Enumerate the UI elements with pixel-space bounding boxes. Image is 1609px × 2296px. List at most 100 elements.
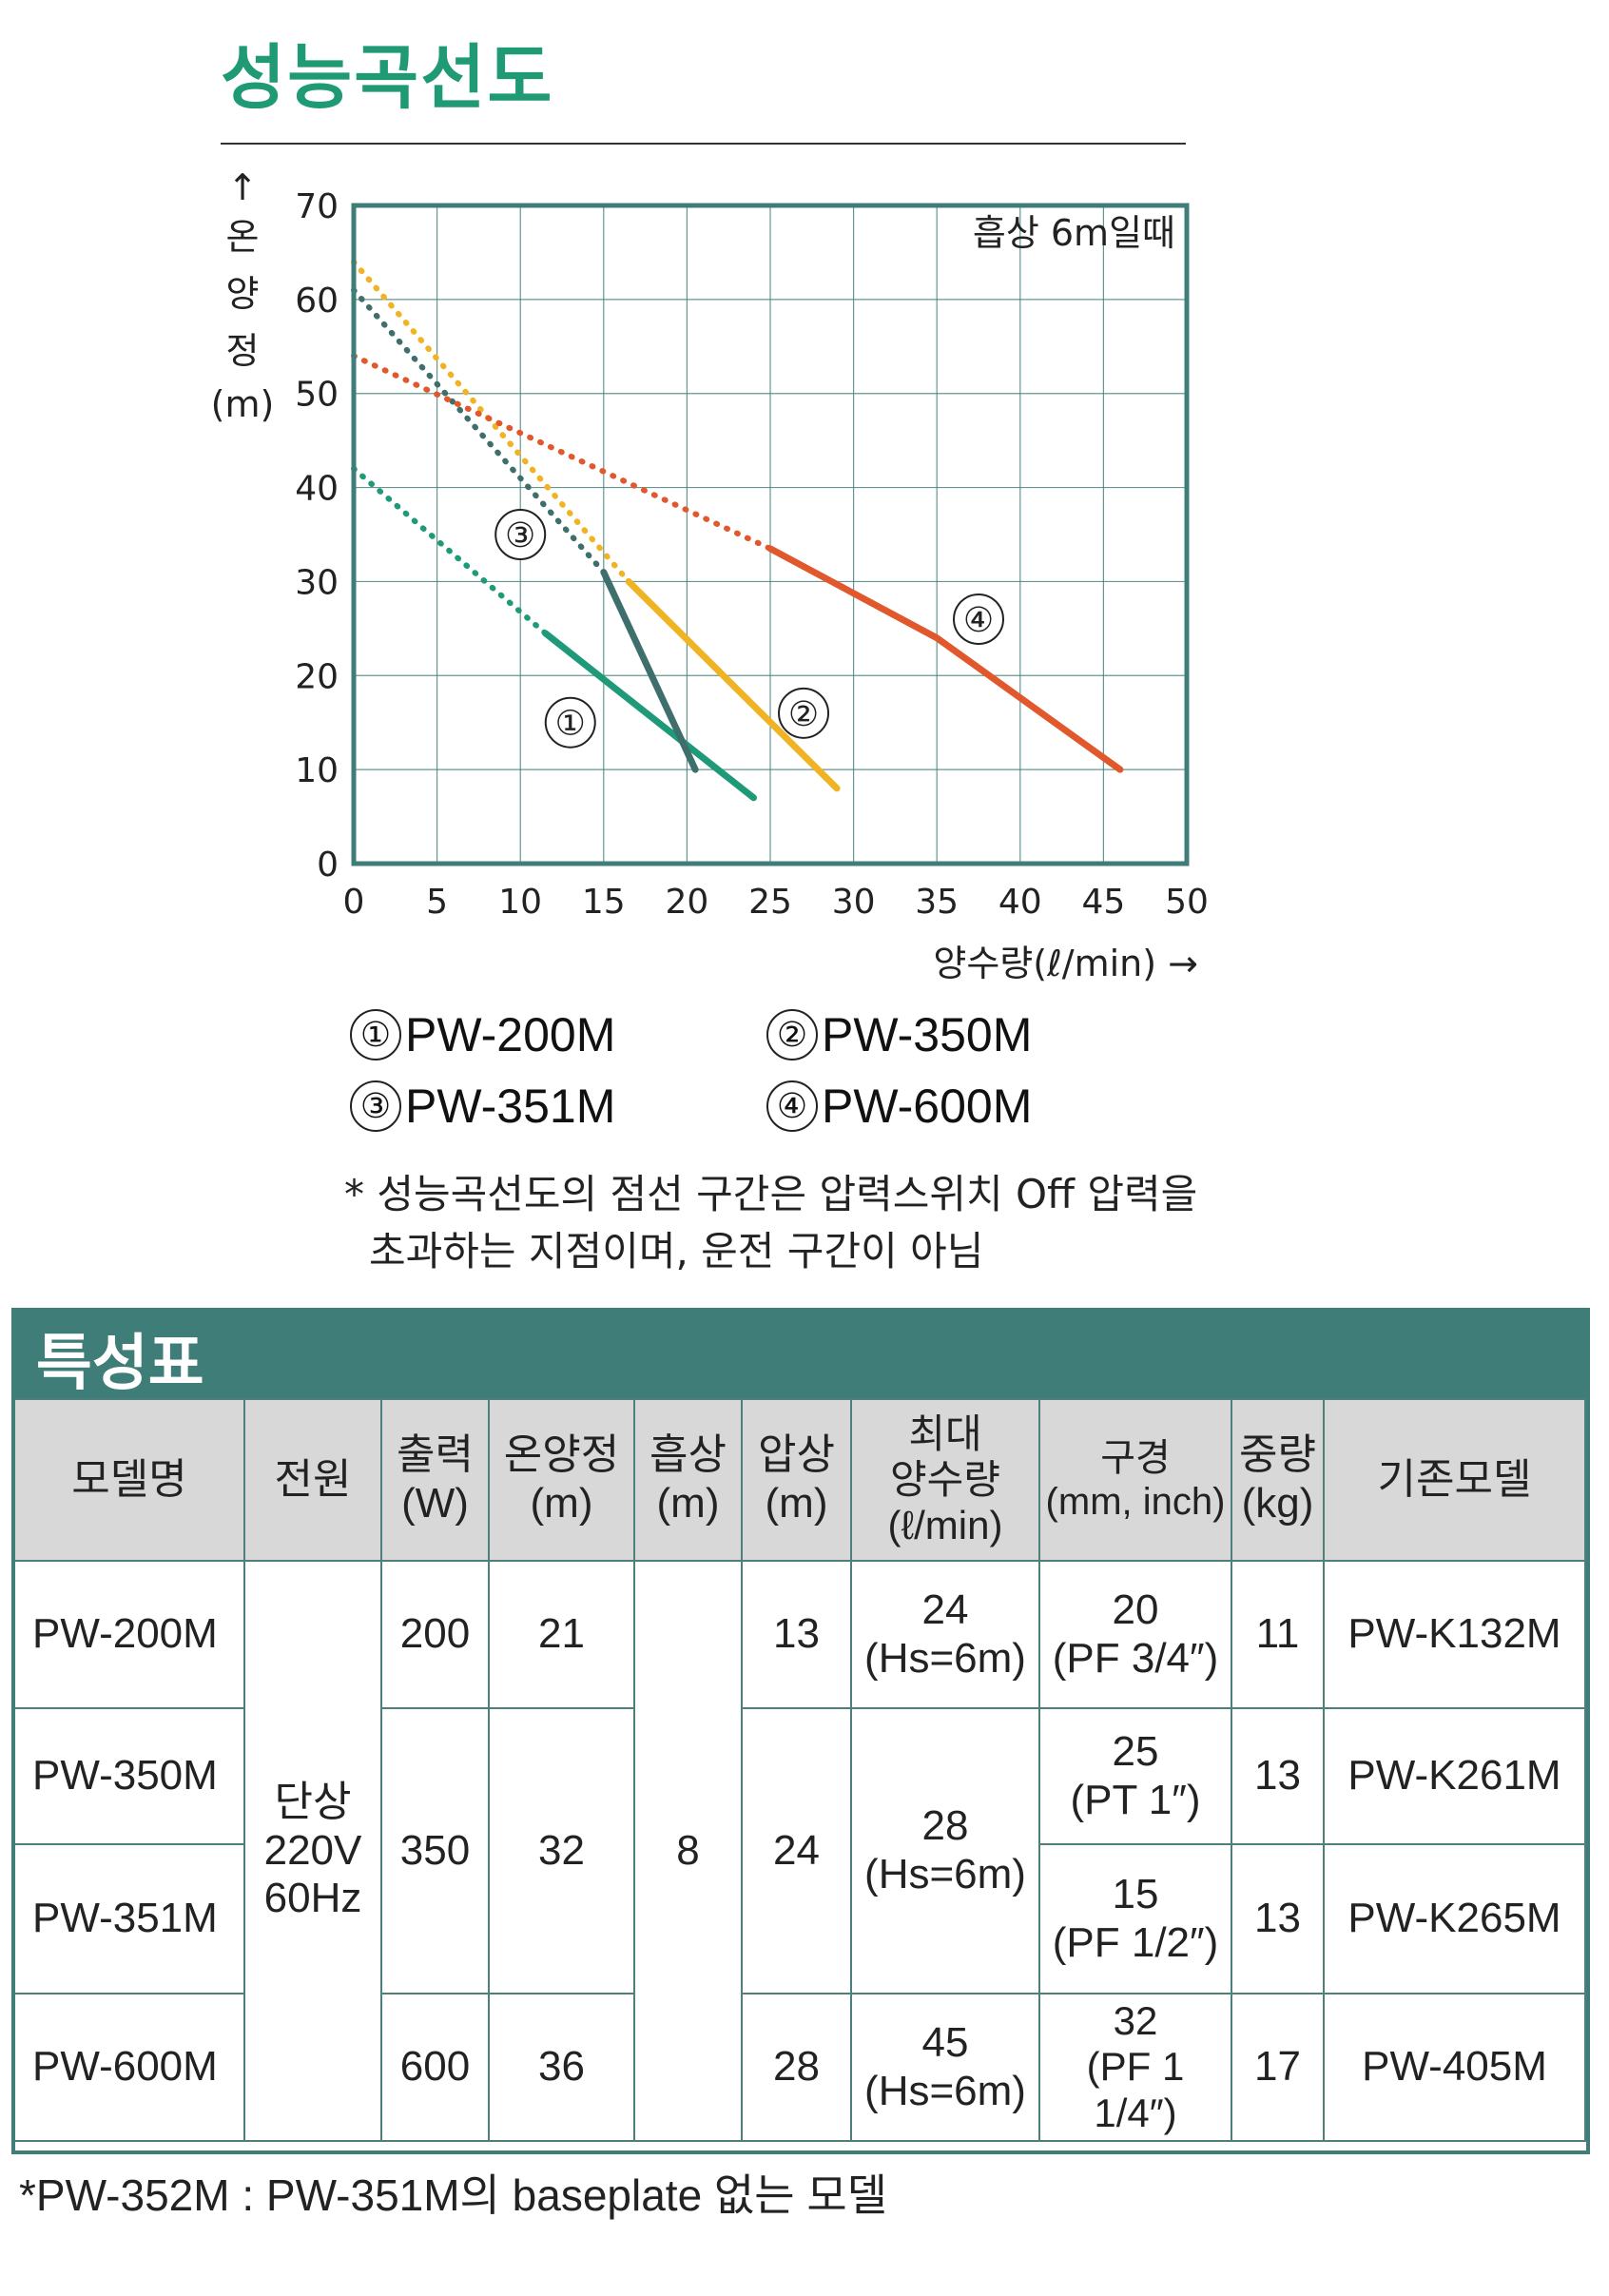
note-line: * 성능곡선도의 점선 구간은 압력스위치 Off 압력을: [344, 1171, 1198, 1217]
cell-old: PW-K261M: [1323, 1707, 1586, 1845]
table-row: PW-600M 600 36 28 45 (Hs=6m) 32 (PF 1 1/4″…: [13, 1993, 1586, 2142]
cell-weight: 17: [1231, 1993, 1325, 2142]
cell-old: PW-K265M: [1323, 1843, 1586, 1994]
note-line: 초과하는 지점이며, 운전 구간이 아님: [369, 1228, 984, 1274]
y-tick-label: 30: [295, 563, 339, 602]
series-marker-label: ①: [555, 705, 586, 744]
x-tick-label: 5: [426, 883, 448, 922]
cell-flow: 28 (Hs=6m): [850, 1707, 1040, 1994]
series-marker-circle: [544, 696, 596, 749]
x-tick-label: 40: [998, 883, 1042, 922]
chart-annotation: 흡상 6m일때: [973, 212, 1175, 254]
cell-model: PW-351M: [13, 1843, 245, 1994]
y-axis-label-char: 정: [226, 330, 260, 372]
legend-item-2: ② PW-350M: [766, 1003, 1032, 1062]
cell-weight: 13: [1231, 1843, 1325, 1994]
series-solid-line: [766, 545, 1124, 773]
spec-header-row: 모델명 전원 출력 (W) 온양정 (m) 흡상 (m) 압상 (m) 최대 양수량 (ℓ/…: [13, 1398, 1586, 1562]
header-press: 압상 (m): [741, 1398, 852, 1562]
cell-flow: 45 (Hs=6m): [850, 1993, 1040, 2142]
legend-label: PW-200M: [405, 1007, 616, 1061]
series-dotted-line: [351, 465, 549, 636]
cell-press: 28: [741, 1993, 852, 2142]
cell-head: 21: [488, 1560, 635, 1709]
series-marker-circle: [778, 687, 830, 739]
y-tick-label: 20: [295, 657, 339, 696]
series-solid-line: [625, 577, 841, 792]
x-tick-label: 15: [582, 883, 626, 922]
cell-weight: 13: [1231, 1707, 1325, 1845]
chart-ticks: 0 5 10 15 20 25 30 35 40 45 50 0 10 20 30 40 50 60 70: [295, 187, 1209, 922]
spec-header-bar: [11, 1308, 1586, 1398]
spec-title: 특성표: [36, 1329, 204, 1399]
legend-label: PW-351M: [405, 1079, 616, 1133]
x-tick-label: 50: [1165, 883, 1209, 922]
series-dotted-line: [351, 259, 632, 585]
series-marker-circle: [953, 593, 1004, 645]
cell-bore: 32 (PF 1 1/4″): [1038, 1993, 1232, 2142]
x-tick-label: 45: [1081, 883, 1125, 922]
legend-item-4: ④ PW-600M: [766, 1075, 1032, 1134]
cell-model: PW-600M: [13, 1993, 245, 2142]
header-power: 전원: [243, 1398, 382, 1562]
legend-item-3: ③ PW-351M: [350, 1075, 615, 1134]
y-tick-label: 40: [295, 470, 339, 509]
series-marker-circle: [494, 509, 547, 560]
header-bore: 구경 (mm, inch): [1038, 1398, 1232, 1562]
chart-series: ① ② ③ ④: [351, 259, 1124, 802]
cell-model: PW-350M: [13, 1707, 245, 1845]
x-tick-label: 25: [748, 883, 792, 922]
x-axis-label: 양수량(ℓ/min) →: [933, 943, 1198, 984]
cell-bore: 15 (PF 1/2″): [1038, 1843, 1232, 1994]
chart-frame: [351, 203, 1190, 866]
header-head: 온양정 (m): [488, 1398, 635, 1562]
cell-output: 350: [380, 1707, 490, 1994]
cell-bore: 25 (PT 1″): [1038, 1707, 1232, 1845]
series-marker-label: ④: [963, 601, 994, 640]
series-solid-line: [541, 630, 757, 802]
spec-table: 모델명 전원 출력 (W) 온양정 (m) 흡상 (m) 압상 (m) 최대 양수량 (ℓ/…: [13, 1398, 1586, 2142]
cell-press: 13: [741, 1560, 852, 1709]
series-dotted-line: [351, 286, 607, 575]
y-axis-label-char: 온: [226, 216, 260, 258]
y-tick-label: 50: [295, 376, 339, 415]
x-tick-label: 20: [665, 883, 708, 922]
legend-item-1: ① PW-200M: [350, 1003, 615, 1062]
x-tick-label: 10: [498, 883, 542, 922]
cell-head: 36: [488, 1993, 635, 2142]
legend-label: PW-600M: [822, 1079, 1033, 1133]
series-marker-label: ③: [505, 516, 535, 555]
cell-output: 200: [380, 1560, 490, 1709]
section-title: 성능곡선도: [221, 37, 554, 119]
header-suction: 흡상 (m): [633, 1398, 743, 1562]
cell-output: 600: [380, 1993, 490, 2142]
cell-flow: 24 (Hs=6m): [850, 1560, 1040, 1709]
header-model: 모델명: [13, 1398, 245, 1562]
legend-marker: ③: [350, 1080, 401, 1132]
chart-note: * 성능곡선도의 점선 구간은 압력스위치 Off 압력을 초과하는 지점이며,…: [344, 1166, 1197, 1280]
performance-chart: 0 5 10 15 20 25 30 35 40 45 50 0 10 20 30 40 50 60 70 ① ② ③ ④…: [211, 166, 1209, 984]
table-row: PW-351M 15 (PF 1/2″) 13 PW-K265M: [13, 1843, 1586, 1994]
title-divider: [221, 143, 1186, 145]
cell-bore: 20 (PF 3/4″): [1038, 1560, 1232, 1709]
header-flow: 최대 양수량 (ℓ/min): [850, 1398, 1040, 1562]
cell-old: PW-K132M: [1323, 1560, 1586, 1709]
x-tick-label: 35: [915, 883, 959, 922]
y-tick-label: 60: [295, 282, 339, 321]
table-row: PW-200M 단상 220V 60Hz 200 21 8 13 24 (Hs=6m)…: [13, 1560, 1586, 2142]
y-tick-label: 70: [295, 187, 339, 226]
series-marker-label: ②: [788, 695, 819, 734]
header-output: 출력 (W): [380, 1398, 490, 1562]
cell-power: 단상 220V 60Hz: [243, 1560, 382, 2142]
header-weight: 중량 (kg): [1231, 1398, 1325, 1562]
y-axis-arrow: ↑: [227, 166, 258, 208]
footnote: *PW-352M : PW-351M의 baseplate 없는 모델: [19, 2170, 887, 2220]
y-tick-label: 10: [295, 751, 339, 790]
legend-marker: ②: [766, 1008, 818, 1060]
cell-press: 24: [741, 1707, 852, 1994]
y-axis-label-char: 양: [226, 273, 260, 315]
y-tick-label: 0: [317, 846, 339, 885]
cell-model: PW-200M: [13, 1560, 245, 1709]
cell-old: PW-405M: [1323, 1993, 1586, 2142]
series-dotted-line: [351, 353, 773, 552]
